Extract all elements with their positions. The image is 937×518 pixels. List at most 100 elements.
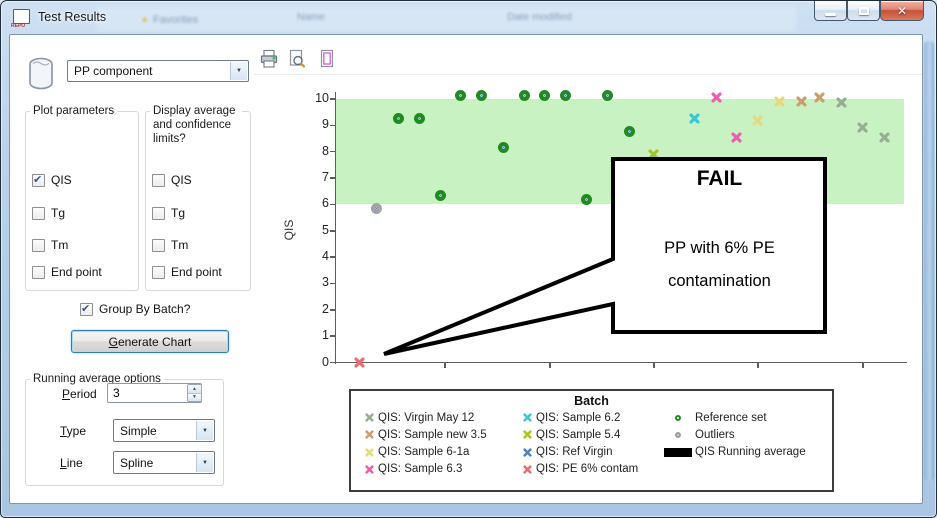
x-marker-icon [563,93,567,97]
close-icon: ✕ [896,3,908,18]
data-point [813,92,825,103]
running-average-title: Running average options [30,372,164,386]
x-marker-icon [396,117,400,121]
plot-parameters-checkbox-tm[interactable] [32,238,45,252]
y-tick-mark [329,361,336,364]
legend-label: Reference set [695,411,767,424]
page-setup-button[interactable] [315,47,339,71]
display-average-title: Display average and confidence limits? [150,104,242,146]
y-tick-label: 1 [322,328,329,343]
y-tick-label: 10 [315,91,329,105]
chevron-down-icon[interactable]: ▼ [196,453,213,472]
x-marker-icon [688,113,700,124]
display-average-checkbox-end-point[interactable] [152,265,165,279]
legend-x-marker [361,465,378,474]
legend-item: QIS Running average [661,445,806,460]
legend-item: QIS: Sample 6-1a [361,445,469,460]
legend-item: Outliers [661,427,735,442]
legend-rect-marker [661,447,695,457]
component-select[interactable]: PP component ▼ [67,60,249,82]
period-stepper[interactable]: ▲ ▼ [187,384,202,402]
reference-point [497,142,509,154]
maximize-button[interactable] [847,1,880,21]
y-tick-label: 4 [322,249,329,264]
legend-x-marker [361,447,378,457]
y-axis-line [334,92,337,364]
plot-parameters-checkbox-qis[interactable] [32,173,45,187]
print-preview-icon [289,49,306,68]
print-button[interactable] [257,47,281,71]
type-select[interactable]: Simple ▼ [113,419,215,442]
generate-chart-button[interactable]: Generate Chart [71,330,229,353]
x-tick-mark [862,363,864,369]
x-marker-icon [835,97,847,108]
period-input[interactable]: 3 [107,383,202,403]
chevron-down-icon[interactable]: ▼ [230,62,247,80]
legend-x-marker [361,430,378,439]
x-marker-icon [522,93,526,97]
line-select[interactable]: Spline ▼ [113,451,215,474]
legend-label: QIS: PE 6% contam [536,463,639,476]
chart-toolbar [254,45,922,75]
reference-point [475,89,487,101]
y-tick-label: 8 [322,143,329,158]
legend-item: QIS: Ref Virgin [519,445,613,460]
legend-item: QIS: Virgin May 12 [361,410,474,425]
y-tick-label: 0 [322,354,329,369]
y-tick-label: 2 [322,301,329,316]
print-preview-button[interactable] [285,47,309,71]
legend-x-marker [519,447,536,457]
group-by-batch-checkbox[interactable] [80,302,93,316]
y-tick-mark [329,282,336,285]
background-scrollbar-remnant [924,41,934,481]
x-tick-mark [444,363,446,369]
x-marker-icon [647,149,659,160]
x-axis-line [334,361,907,364]
x-marker-icon [523,465,532,474]
checkbox-label: End point [171,265,222,279]
minimize-button[interactable] [814,1,847,21]
data-point [835,97,847,108]
favorites-star-icon: ★ [140,15,149,26]
y-axis-label: QIS [282,219,296,241]
type-label: Type [60,424,87,438]
plot-parameters-checkbox-end-point[interactable] [32,265,45,279]
x-marker-icon [438,193,442,197]
chevron-down-icon[interactable]: ▼ [196,421,213,440]
checkbox-label: QIS [51,173,72,187]
x-tick-mark [549,363,551,369]
x-marker-icon [353,357,365,368]
y-tick-label: 9 [322,117,329,132]
minimize-icon [825,13,836,16]
x-marker-icon [501,146,505,150]
app-icon: REPO [11,9,33,29]
printer-icon [260,49,278,68]
window-title: Test Results [38,10,107,24]
data-point [856,122,868,134]
page-setup-icon [320,49,334,68]
legend-circle-marker [661,431,695,438]
close-button[interactable]: ✕ [880,1,924,21]
stepper-up-icon[interactable]: ▲ [188,385,201,393]
checkbox-label: QIS [171,173,192,187]
display-average-checkbox-tm[interactable] [152,238,165,252]
plot-parameters-checkbox-tg[interactable] [32,206,45,220]
stepper-down-icon[interactable]: ▼ [188,392,201,401]
y-tick-label: 5 [322,222,329,237]
x-marker-icon [458,93,462,97]
titlebar: ★ Favorites Name Date modified REPO Test… [1,1,936,35]
y-tick-mark [329,256,336,258]
y-tick-mark [329,177,336,179]
y-tick-label: 3 [322,275,329,290]
display-average-checkbox-tg[interactable] [152,206,165,220]
period-value: 3 [113,386,120,400]
x-marker-icon [605,93,609,97]
line-select-value: Spline [120,455,154,470]
y-tick-mark [329,309,336,311]
plot-parameters-row-end-point: End point [32,265,102,279]
display-average-checkbox-qis[interactable] [152,173,165,187]
legend-label: QIS: Sample 6.2 [536,411,621,424]
display-average-row-qis: QIS [152,173,192,187]
plot-parameters-row-qis: QIS [32,173,72,187]
